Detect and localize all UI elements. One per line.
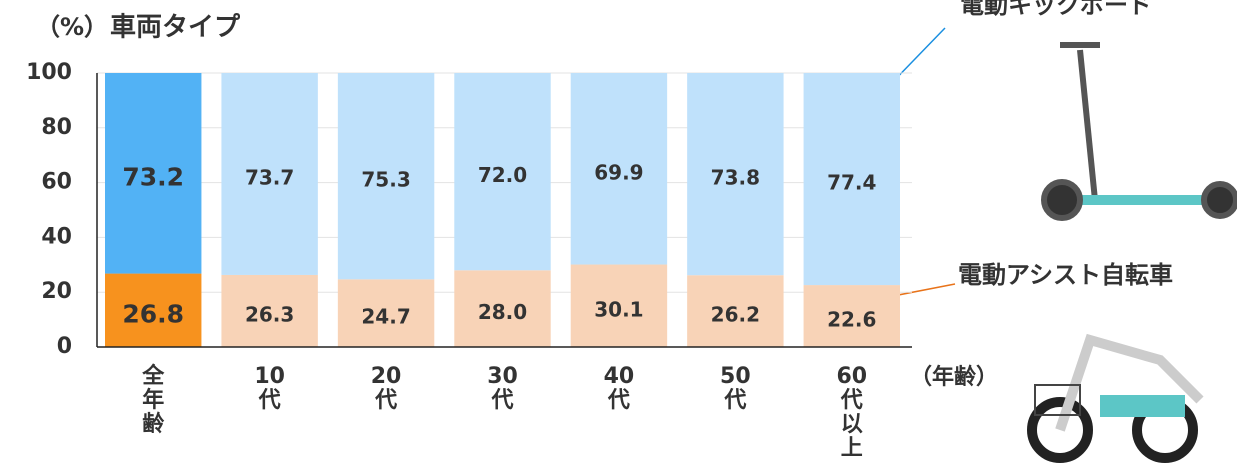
value-label: 24.7 (361, 305, 410, 329)
value-label: 73.8 (711, 166, 760, 190)
value-label: 73.2 (122, 162, 184, 191)
x-tick-label: 20 代 (371, 364, 402, 413)
value-label: 69.9 (594, 160, 643, 184)
bar-segment (687, 275, 784, 347)
bar-segment (221, 73, 318, 275)
x-axis-label: （年齢） (910, 364, 998, 390)
x-tick-label: 全年齢 (141, 363, 165, 437)
value-label: 73.7 (245, 165, 294, 189)
y-tick-label: 0 (57, 334, 72, 359)
bar-segment (454, 73, 551, 271)
value-label: 28.0 (478, 300, 527, 324)
x-tick-label: 10 代 (254, 364, 285, 413)
value-label: 26.3 (245, 302, 294, 326)
bar-segment (454, 270, 551, 347)
bar-segment (803, 285, 900, 347)
value-label: 72.0 (478, 163, 527, 187)
y-tick-label: 80 (41, 115, 72, 140)
value-label: 30.1 (594, 297, 643, 321)
chart-title: 車両タイプ (110, 13, 241, 43)
bar-segment (570, 73, 668, 265)
bar-segment (687, 73, 784, 276)
y-tick-label: 100 (26, 60, 72, 85)
x-tick-label: 30 代 (487, 364, 518, 413)
bicycle-image (1027, 333, 1204, 463)
x-tick-label: 50 代 (720, 364, 751, 413)
bar-segment (337, 73, 435, 280)
legend-label: 電動アシスト自転車 (958, 261, 1173, 289)
bar-segment (105, 73, 202, 274)
value-label: 26.8 (122, 299, 184, 328)
value-label: 22.6 (827, 308, 876, 332)
y-axis-label: （%） (36, 13, 108, 41)
value-label: 77.4 (827, 171, 876, 195)
bar-segment (803, 73, 900, 286)
x-tick-label: 60 代以上 (836, 364, 867, 461)
scooter-image (1041, 42, 1237, 221)
x-tick-label: 40 代 (604, 364, 635, 413)
bar-segment (221, 274, 318, 347)
y-tick-label: 60 (41, 170, 72, 195)
y-tick-label: 20 (41, 279, 72, 304)
legend-label: 電動キックボード (960, 0, 1152, 19)
bar-segment (570, 264, 668, 347)
value-label: 26.2 (711, 303, 760, 327)
y-tick-label: 40 (41, 224, 72, 249)
bar-segment (105, 273, 202, 347)
bar-segment (337, 279, 435, 347)
value-label: 75.3 (361, 168, 410, 192)
